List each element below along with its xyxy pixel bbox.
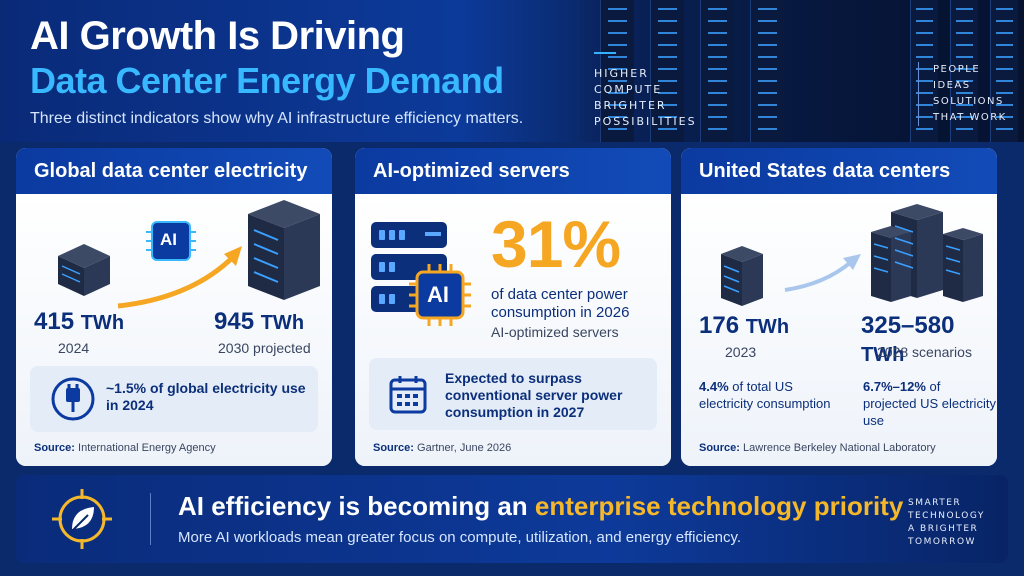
callout-surpass: Expected to surpass conventional server … [369,358,657,430]
card-global-electricity: Global data center electricity AI [16,148,332,466]
card-title: United States data centers [681,148,997,194]
value: 325–580 [861,312,955,339]
banner-title-start: AI efficiency is becoming an [178,491,535,521]
tagline-line: BRIGHTER [594,99,667,112]
global-2030-value: 945 TWh [214,308,304,336]
us-2028-value: 325–580 TWh [861,312,997,368]
us-2028-stat: 6.7%–12% of projected US electricity use [863,378,997,429]
ai-chip-icon: AI [146,218,196,264]
banner-tagline: SMARTER TECHNOLOGY A BRIGHTER TOMORROW [908,497,985,549]
us-2023-stat: 4.4% of total US electricity consumption [699,378,849,412]
value: 415 [34,308,75,335]
page-title-highlight: Data Center Energy Demand [30,60,504,101]
server-rack-decoration [950,0,978,142]
global-2024-value: 415 TWh [34,308,124,336]
banner-divider [150,493,151,545]
growth-arrow-icon [784,254,861,292]
bottom-banner: AI efficiency is becoming an enterprise … [16,475,1008,563]
unit: TWh [260,312,305,334]
growth-arrow-icon [117,246,242,309]
tagline-line: THAT WORK [933,112,1007,123]
tagline-line: IDEAS [933,80,971,91]
tagline-line: PEOPLE [933,64,981,75]
global-2030-label: 2030 projected [218,340,311,356]
us-2023-value: 176 TWh [699,312,789,340]
card-ai-servers: AI-optimized servers A [355,148,671,466]
tagline-line: COMPUTE [594,83,663,96]
value: 945 [214,308,255,335]
server-rack-decoration [910,0,938,142]
card-us-data-centers: United States data centers [681,148,997,466]
page-title: AI Growth Is Driving [30,14,405,58]
tagline-line: POSSIBILITIES [594,115,697,128]
source-label: Source: [699,442,740,454]
source-line: Source: Lawrence Berkeley National Labor… [699,442,936,454]
plug-icon [51,377,95,421]
server-rack-decoration [990,0,1018,142]
tagline-line: A BRIGHTER [908,524,979,534]
unit: TWh [80,312,125,334]
server-icon [721,246,763,306]
source-label: Source: [34,442,75,454]
ai-chip-label: AI [160,230,177,249]
source-line: Source: International Energy Agency [34,442,216,454]
card-title: AI-optimized servers [355,148,671,194]
leaf-target-icon [52,489,112,549]
tagline-line: TOMORROW [908,537,976,547]
percent-subtitle: AI-optimized servers [491,324,619,340]
server-cluster-icon [871,204,983,302]
server-rack-decoration [650,0,684,142]
tagline-line: SOLUTIONS [933,96,1004,107]
tagline-line: HIGHER [594,67,649,80]
banner-subtitle: More AI workloads mean greater focus on … [178,529,742,546]
server-hall-image [580,0,1024,142]
us-2023-label: 2023 [725,344,757,360]
server-rack-icon [248,200,320,300]
server-rack-decoration [700,0,734,142]
source-line: Source: Gartner, June 2026 [373,442,511,454]
callout-text: ~1.5% of global electricity use in 2024 [106,380,306,413]
stat-bold: 4.4% [699,379,729,394]
card-title: Global data center electricity [16,148,332,194]
callout-global-share: ~1.5% of global electricity use in 2024 [30,366,318,432]
server-rack-decoration [600,0,634,142]
callout-text: Expected to surpass conventional server … [445,370,623,420]
tagline-left: HIGHER COMPUTE BRIGHTER POSSIBILITIES [594,52,697,130]
banner-title-highlight: enterprise technology priority [534,491,904,521]
percent-description: of data center power consumption in 2026 [491,286,630,321]
stat-bold: 6.7%–12% [863,379,926,394]
global-2024-label: 2024 [58,340,90,356]
stat-text: of projected US electricity use [863,379,996,428]
source-label: Source: [373,442,414,454]
unit: TWh [745,316,790,338]
unit: TWh [861,344,905,366]
header: AI Growth Is Driving Data Center Energy … [0,0,1024,142]
source-text: Gartner, June 2026 [417,442,512,454]
ai-server-percent: 31% [491,207,621,281]
source-text: Lawrence Berkeley National Laboratory [743,442,936,454]
stat-text: of total US electricity consumption [699,379,831,411]
ai-chip-icon: AI [409,264,471,326]
tagline-right: PEOPLE IDEAS SOLUTIONS THAT WORK [918,62,1007,126]
ai-chip-label: AI [427,282,449,307]
us-2028-label: 2028 scenarios [877,344,972,360]
server-icon [58,244,110,296]
calendar-icon [389,376,427,414]
value: 176 [699,312,740,339]
server-rack-decoration [750,0,784,142]
tagline-line: SMARTER [908,498,962,508]
source-text: International Energy Agency [78,442,216,454]
banner-title: AI efficiency is becoming an enterprise … [178,491,903,522]
tagline-line: TECHNOLOGY [908,511,985,521]
page-subtitle: Three distinct indicators show why AI in… [30,110,524,127]
